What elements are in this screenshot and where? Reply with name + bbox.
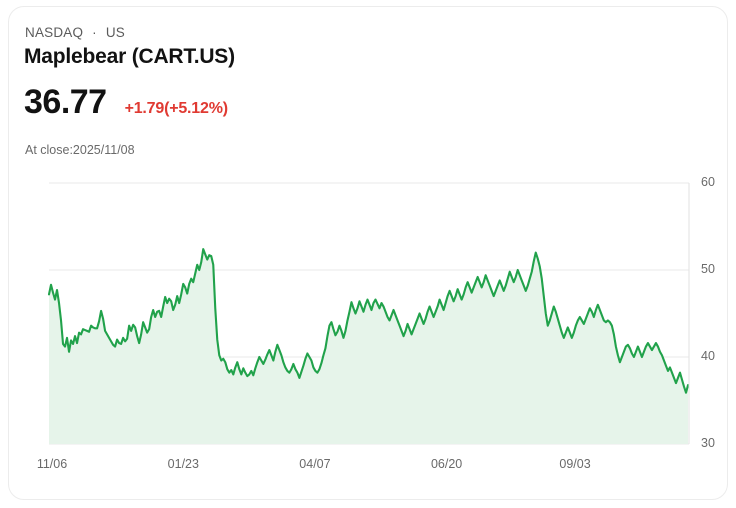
x-axis-tick-label: 11/06 bbox=[36, 457, 68, 471]
price-chart-svg bbox=[47, 182, 690, 445]
exchange-label: NASDAQ bbox=[25, 25, 84, 40]
x-axis-tick-label: 01/23 bbox=[167, 457, 199, 471]
stock-quote-card: NASDAQ · US Maplebear (CART.US) 36.77 +1… bbox=[8, 6, 728, 500]
market-status-note: At close:2025/11/08 bbox=[25, 143, 135, 157]
x-axis-tick-label: 06/20 bbox=[430, 457, 463, 471]
price-area-fill bbox=[49, 249, 688, 444]
x-axis-tick-label: 09/03 bbox=[559, 457, 591, 471]
region-label: US bbox=[105, 25, 125, 40]
price-change: +1.79(+5.12%) bbox=[124, 100, 228, 117]
y-axis-tick-label: 50 bbox=[701, 262, 715, 276]
x-axis-tick-label: 04/07 bbox=[299, 457, 331, 471]
y-axis-tick-label: 30 bbox=[701, 436, 715, 450]
exchange-region-line: NASDAQ · US bbox=[25, 25, 125, 40]
y-axis-tick-label: 40 bbox=[701, 349, 715, 363]
separator-dot-icon: · bbox=[92, 25, 97, 40]
last-price: 36.77 bbox=[24, 83, 107, 121]
price-line bbox=[47, 248, 690, 394]
page-title: Maplebear (CART.US) bbox=[24, 45, 235, 68]
y-axis-tick-label: 60 bbox=[701, 175, 715, 189]
price-chart[interactable]: 60 50 40 30 11/06 01/23 04/07 06/20 09/03 bbox=[9, 167, 727, 487]
price-row: 36.77 +1.79(+5.12%) bbox=[24, 83, 228, 122]
